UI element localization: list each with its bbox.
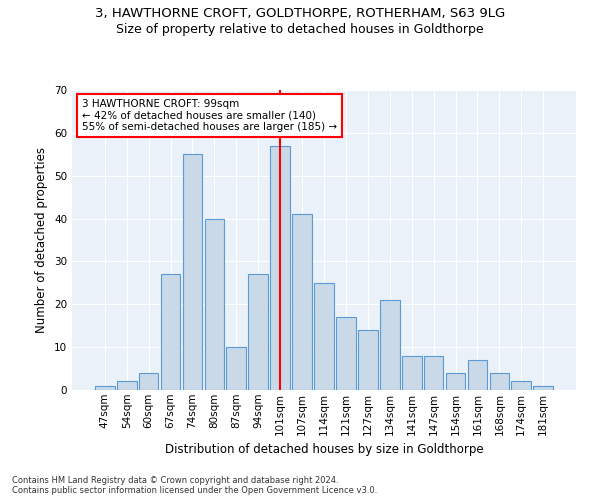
Text: 3, HAWTHORNE CROFT, GOLDTHORPE, ROTHERHAM, S63 9LG: 3, HAWTHORNE CROFT, GOLDTHORPE, ROTHERHA… [95,8,505,20]
Bar [358,330,378,390]
Bar [182,154,202,390]
Bar [95,386,115,390]
Text: Distribution of detached houses by size in Goldthorpe: Distribution of detached houses by size … [164,442,484,456]
Bar [533,386,553,390]
Y-axis label: Number of detached properties: Number of detached properties [35,147,49,333]
Text: Size of property relative to detached houses in Goldthorpe: Size of property relative to detached ho… [116,22,484,36]
Bar [336,317,356,390]
Bar [292,214,312,390]
Bar [161,274,181,390]
Bar [270,146,290,390]
Bar [314,283,334,390]
Text: Contains HM Land Registry data © Crown copyright and database right 2024.
Contai: Contains HM Land Registry data © Crown c… [12,476,377,495]
Bar [446,373,466,390]
Bar [490,373,509,390]
Bar [380,300,400,390]
Bar [402,356,422,390]
Bar [467,360,487,390]
Bar [205,218,224,390]
Bar [424,356,443,390]
Bar [511,382,531,390]
Bar [139,373,158,390]
Bar [226,347,246,390]
Bar [117,382,137,390]
Text: 3 HAWTHORNE CROFT: 99sqm
← 42% of detached houses are smaller (140)
55% of semi-: 3 HAWTHORNE CROFT: 99sqm ← 42% of detach… [82,99,337,132]
Bar [248,274,268,390]
